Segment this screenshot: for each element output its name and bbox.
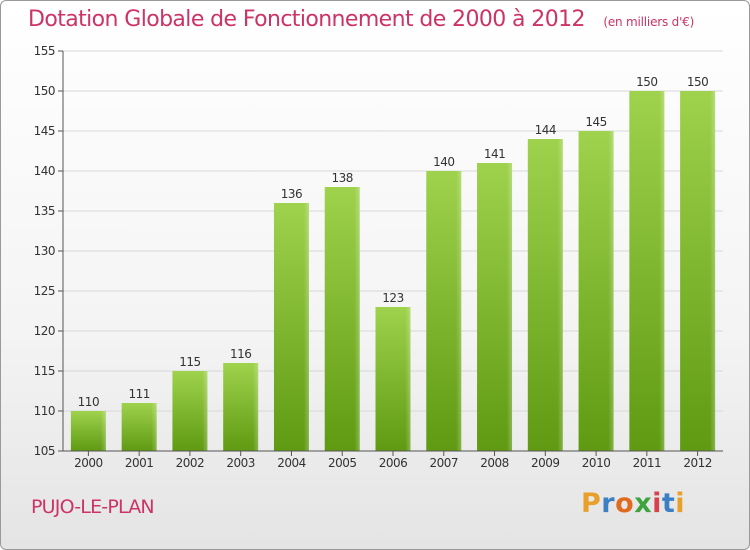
logo-letter: i bbox=[675, 488, 686, 519]
bar-value-label: 141 bbox=[484, 147, 505, 161]
logo-letter: x bbox=[634, 488, 653, 519]
y-tick-label: 145 bbox=[34, 124, 55, 138]
logo-letter: r bbox=[601, 488, 616, 519]
x-tick-label: 2007 bbox=[429, 456, 458, 470]
bar-highlight bbox=[680, 91, 716, 451]
bar-value-label: 145 bbox=[585, 115, 606, 129]
bar-value-label: 110 bbox=[78, 395, 99, 409]
bar-highlight bbox=[172, 371, 208, 451]
chart-subtitle: (en milliers d'€) bbox=[603, 15, 695, 29]
bar-value-label: 144 bbox=[535, 123, 556, 137]
bar-highlight bbox=[578, 131, 614, 451]
bar-highlight bbox=[223, 363, 259, 451]
logo-letter: o bbox=[615, 488, 635, 519]
bar-value-label: 116 bbox=[230, 347, 251, 361]
bar-highlight bbox=[527, 139, 563, 451]
bar-value-label: 150 bbox=[687, 75, 708, 89]
y-tick-label: 155 bbox=[34, 44, 55, 58]
y-tick-label: 105 bbox=[34, 444, 55, 458]
x-tick-label: 2012 bbox=[683, 456, 712, 470]
x-tick-label: 2010 bbox=[582, 456, 611, 470]
x-tick-label: 2009 bbox=[531, 456, 560, 470]
logo-letter: i bbox=[652, 488, 662, 519]
y-tick-label: 135 bbox=[34, 204, 55, 218]
bar-highlight bbox=[324, 187, 360, 451]
x-tick-label: 2011 bbox=[633, 456, 662, 470]
logo-letter: P bbox=[581, 488, 602, 519]
bar-highlight bbox=[477, 163, 513, 451]
bar-value-label: 111 bbox=[128, 387, 149, 401]
x-tick-label: 2003 bbox=[226, 456, 255, 470]
x-tick-label: 2006 bbox=[379, 456, 408, 470]
title-line: Dotation Globale de Fonctionnement de 20… bbox=[28, 7, 694, 32]
y-tick-label: 115 bbox=[34, 364, 55, 378]
y-tick-label: 110 bbox=[34, 404, 55, 418]
bar-value-label: 150 bbox=[636, 75, 657, 89]
commune-name: PUJO-LE-PLAN bbox=[31, 496, 155, 518]
proxiti-logo: Proxiti bbox=[581, 488, 685, 519]
bar-value-label: 140 bbox=[433, 155, 454, 169]
bar-highlight bbox=[426, 171, 462, 451]
bar-highlight bbox=[629, 91, 665, 451]
bar-highlight bbox=[375, 307, 411, 451]
bar-value-label: 136 bbox=[281, 187, 302, 201]
x-tick-label: 2002 bbox=[176, 456, 205, 470]
y-tick-label: 125 bbox=[34, 284, 55, 298]
bar-value-label: 115 bbox=[179, 355, 200, 369]
x-tick-label: 2004 bbox=[277, 456, 306, 470]
bar-highlight bbox=[70, 411, 106, 451]
y-tick-label: 130 bbox=[34, 244, 55, 258]
x-tick-label: 2001 bbox=[125, 456, 154, 470]
bar-highlight bbox=[273, 203, 309, 451]
bar-highlight bbox=[121, 403, 157, 451]
chart-title: Dotation Globale de Fonctionnement de 20… bbox=[28, 7, 586, 32]
x-tick-label: 2008 bbox=[480, 456, 509, 470]
axes: 105 110 115 120 125 130 135 140 145 150 155 2000 200… bbox=[34, 44, 723, 470]
bar-value-label: 138 bbox=[332, 171, 353, 185]
x-tick-label: 2005 bbox=[328, 456, 357, 470]
bars bbox=[70, 91, 716, 451]
data-labels: 110 111 115 116 136 138 123 140 141 144 145 150 150 bbox=[78, 75, 709, 409]
y-tick-label: 140 bbox=[34, 164, 55, 178]
x-tick-label: 2000 bbox=[74, 456, 103, 470]
y-tick-label: 120 bbox=[34, 324, 55, 338]
logo-letter: t bbox=[661, 488, 676, 519]
y-tick-label: 150 bbox=[34, 84, 55, 98]
bar-value-label: 123 bbox=[382, 291, 403, 305]
